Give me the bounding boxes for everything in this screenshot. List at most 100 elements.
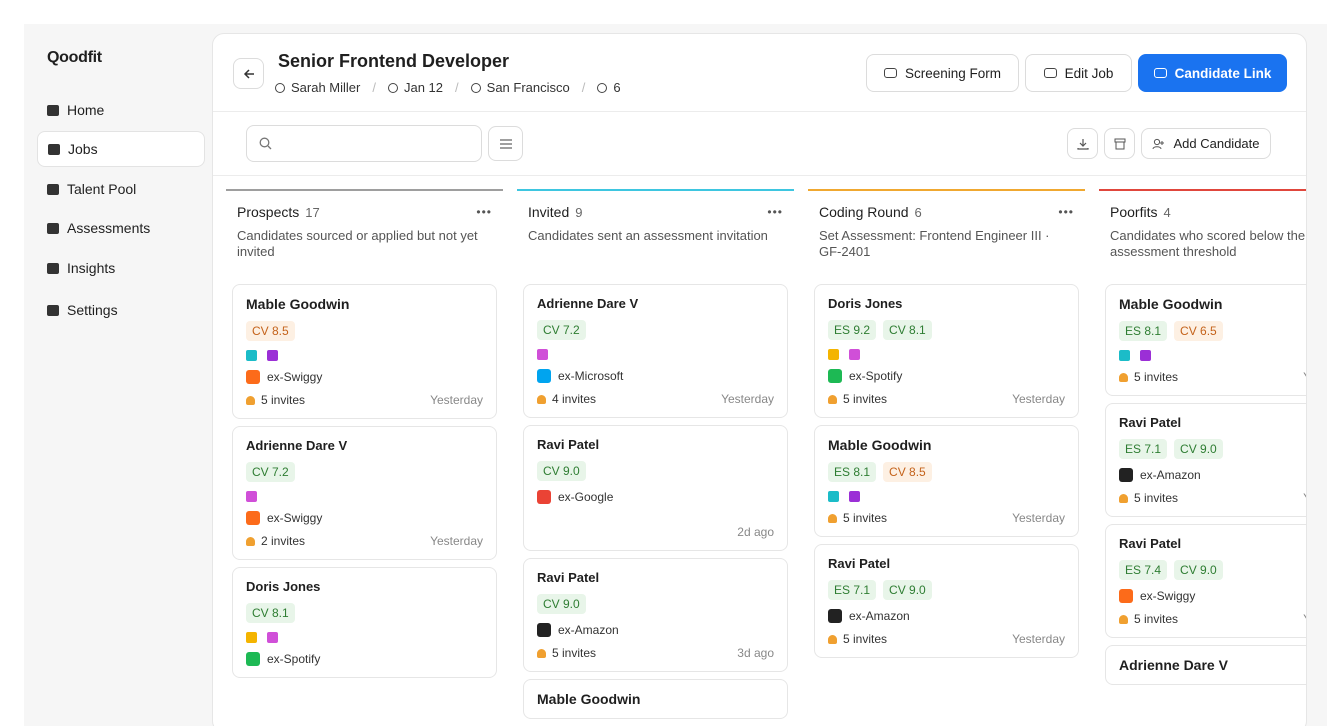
download-button[interactable] [1067,128,1098,159]
candidate-card[interactable]: Adrienne Dare V [1105,645,1306,685]
company-logo [537,623,551,637]
icon-row [246,491,483,502]
time: Yesterday [430,393,483,407]
nav-icon [47,104,59,116]
meta-icon [597,82,608,93]
meta-icon [470,82,481,93]
candidate-name: Adrienne Dare V [537,296,639,311]
nav-item[interactable]: Insights [37,250,205,286]
nav-item[interactable]: Settings [37,292,205,328]
card-footer: 5 invites Yesterday [828,511,1065,525]
column: Coding Round 6 ••• Set Assessment: Frontend… [808,189,1085,658]
column-description: Candidates sourced or applied but not ye… [237,228,478,259]
card-footer: 2d ago [537,525,774,539]
candidate-name: Ravi Patel [1119,536,1182,551]
card-list: Mable Goodwin ES 8.1 CV 6.5 5 invites Yester… [1099,284,1306,685]
main-panel: Senior Frontend Developer Sarah Miller / J… [212,33,1307,726]
nav-label: Jobs [68,141,98,157]
header-button[interactable]: Candidate Link [1138,54,1287,92]
candidate-card[interactable]: Adrienne Dare V CV 7.2 ex-Microsoft 4 invit… [523,284,788,418]
column-accent [808,189,1085,191]
candidate-card[interactable]: Ravi Patel CV 9.0 ex-Amazon 5 invites 3d ago [523,558,788,672]
card-footer: 5 invites 3d ago [537,646,774,660]
nav-item[interactable]: Jobs [37,131,205,167]
add-candidate-button[interactable]: Add Candidate [1141,128,1271,159]
nav-item[interactable]: Talent Pool [37,171,205,207]
column-menu[interactable]: ••• [1058,205,1074,219]
card-footer: 5 invites Yesterday [1119,491,1306,505]
time: 3d ago [737,646,774,660]
company: ex-Amazon [537,623,774,637]
candidate-name: Ravi Patel [1119,415,1182,430]
download-icon [1076,138,1089,150]
candidate-card[interactable]: Ravi Patel ES 7.4 CV 9.0 ex-Swiggy 5 invites… [1105,524,1306,638]
bell-icon [828,513,837,523]
card-footer: 4 invites Yesterday [537,392,774,406]
candidate-card[interactable]: Mable Goodwin ES 8.1 CV 6.5 5 invites Yester… [1105,284,1306,396]
column-menu[interactable]: ••• [476,205,492,219]
company: ex-Microsoft [537,369,774,383]
bell-icon [1119,372,1128,382]
candidate-name: Mable Goodwin [828,437,932,453]
scores: CV 8.1 [246,603,483,623]
company-logo [246,652,260,666]
header-button[interactable]: Screening Form [866,54,1019,92]
candidate-card[interactable]: Ravi Patel ES 7.1 CV 9.0 ex-Amazon 5 invites… [814,544,1079,658]
nav-label: Talent Pool [67,181,137,197]
card-list: Doris Jones ES 9.2 CV 8.1 ex-Spotify 5 invit… [808,284,1085,658]
candidate-name: Ravi Patel [537,437,600,452]
invites: 5 invites [1134,370,1179,384]
time: 2d ago [737,525,774,539]
column: Prospects 17 ••• Candidates sourced or appl… [226,189,503,678]
candidate-card[interactable]: Mable Goodwin CV 8.5 ex-Swiggy 5 invites Yes… [232,284,497,419]
column-header: Prospects 17 ••• [226,191,503,220]
column-menu[interactable]: ••• [767,205,783,219]
time: Yesterday [1303,491,1306,505]
scores: ES 9.2 CV 8.1 [828,320,1065,340]
filter-button[interactable] [488,126,523,161]
archive-button[interactable] [1104,128,1135,159]
nav-icon [47,183,59,195]
divider [213,175,1306,176]
candidate-card[interactable]: Ravi Patel ES 7.1 CV 9.0 ex-Amazon 5 invites… [1105,403,1306,517]
invites: 4 invites [552,392,597,406]
candidate-card[interactable]: Adrienne Dare V CV 7.2 ex-Swiggy 2 invites Y… [232,426,497,560]
icon-row [1119,350,1306,361]
candidate-card[interactable]: Mable Goodwin ES 8.1 CV 8.5 5 invites Yester… [814,425,1079,537]
column-count: 6 [914,204,922,220]
bell-icon [537,648,546,658]
candidate-card[interactable]: Doris Jones CV 8.1 ex-Spotify [232,567,497,678]
button-icon [883,68,897,78]
badge-icon [849,349,860,360]
column: Invited 9 ••• Candidates sent an assessment… [517,189,794,719]
nav-icon [47,222,59,234]
card-footer: 5 invites Yesterday [828,632,1065,646]
candidate-card[interactable]: Doris Jones ES 9.2 CV 8.1 ex-Spotify 5 invit… [814,284,1079,418]
company-logo [1119,468,1133,482]
icon-row [537,349,774,360]
candidate-card[interactable]: Ravi Patel CV 9.0 ex-Google 2d ago [523,425,788,551]
company-name: ex-Microsoft [558,369,624,383]
score-badge: ES 8.1 [1119,321,1168,341]
candidate-card[interactable]: Mable Goodwin [523,679,788,719]
divider [213,111,1306,112]
search-input[interactable] [246,125,482,162]
badge-icon [1140,350,1151,361]
nav-label: Insights [67,260,116,276]
time: Yesterday [1012,632,1065,646]
nav-item[interactable]: Home [37,92,205,128]
back-button[interactable] [233,58,264,89]
column-name: Invited [528,204,570,220]
nav-item[interactable]: Assessments [37,210,205,246]
company-logo [537,369,551,383]
nav-icon [48,143,60,155]
score-badge: ES 9.2 [828,320,877,340]
score-badge: CV 7.2 [246,462,295,482]
column-name: Coding Round [819,204,909,220]
company-name: ex-Swiggy [267,370,323,384]
company-logo [246,511,260,525]
company-name: ex-Spotify [267,652,321,666]
header-button[interactable]: Edit Job [1025,54,1132,92]
company: ex-Spotify [828,369,1065,383]
badge-icon [828,491,839,502]
